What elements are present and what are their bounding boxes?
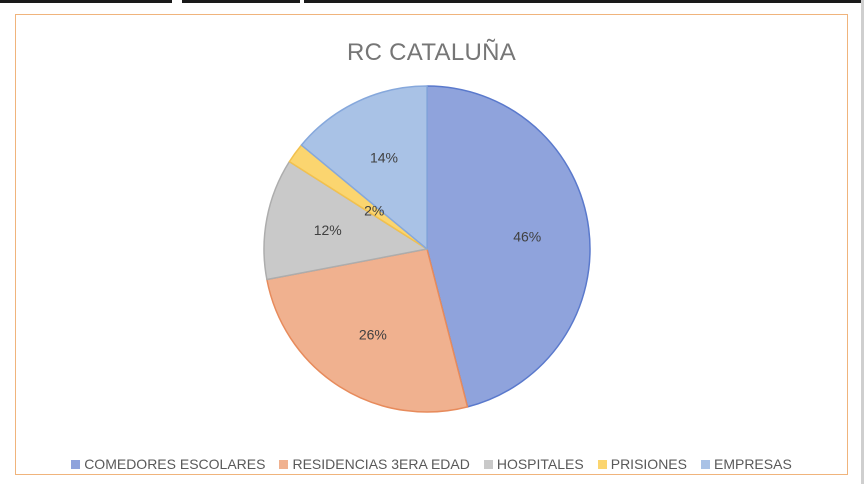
pie-chart: 46% 26% 12% 2% 14% [263, 85, 591, 413]
legend-label: EMPRESAS [713, 456, 792, 472]
legend-label: PRISIONES [610, 456, 687, 472]
legend-swatch [597, 459, 607, 469]
legend-swatch [483, 459, 493, 469]
top-border-gap [172, 0, 182, 3]
legend-label: RESIDENCIAS 3ERA EDAD [292, 456, 470, 472]
legend-label: COMEDORES ESCOLARES [84, 456, 266, 472]
pie-slice-empresas [300, 85, 428, 250]
pie-slice-residencias-3era-edad [266, 248, 469, 413]
legend-swatch [71, 459, 81, 469]
legend-item-empresas: EMPRESAS [700, 456, 792, 472]
top-border-gap [300, 0, 304, 3]
legend-swatch [700, 459, 710, 469]
legend-label: HOSPITALES [496, 456, 584, 472]
legend-item-comedores-escolares: COMEDORES ESCOLARES [71, 456, 265, 472]
data-label-prisiones: 2% [364, 203, 384, 219]
data-label-comedores-escolares: 46% [513, 228, 541, 244]
legend-item-hospitales: HOSPITALES [483, 456, 584, 472]
legend-item-prisiones: PRISIONES [597, 456, 687, 472]
data-label-hospitales: 12% [314, 222, 342, 238]
data-label-residencias-3era-edad: 26% [359, 326, 387, 342]
top-border-line [0, 0, 864, 3]
pie-slice-comedores-escolares [426, 85, 591, 408]
data-label-empresas: 14% [370, 150, 398, 166]
legend-item-residencias-3era-edad: RESIDENCIAS 3ERA EDAD [279, 456, 470, 472]
chart-frame: RC CATALUÑA 46% 26% 12% 2% 14% COMEDORES ESC… [15, 14, 848, 475]
chart-legend: COMEDORES ESCOLARES RESIDENCIAS 3ERA EDAD… [16, 456, 847, 472]
pie-slice-hospitales [263, 160, 428, 281]
legend-swatch [279, 459, 289, 469]
chart-title: RC CATALUÑA [346, 39, 517, 66]
right-border-line [861, 0, 864, 484]
